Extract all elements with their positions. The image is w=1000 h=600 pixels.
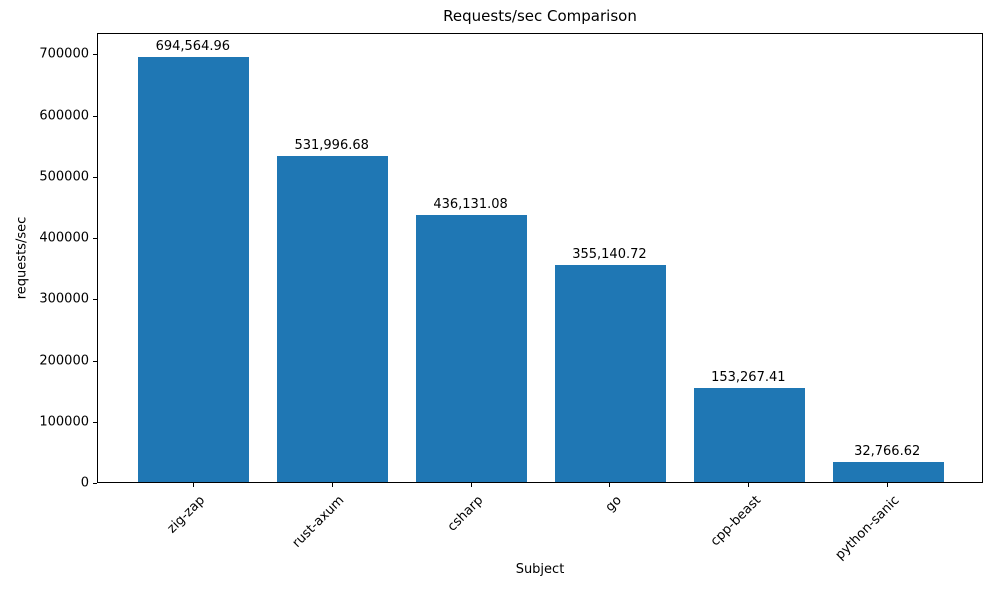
bar-csharp	[416, 214, 528, 482]
x-tick-mark	[192, 483, 194, 487]
y-tick-mark	[93, 360, 97, 362]
y-tick-label: 400000	[39, 230, 89, 246]
y-tick-mark	[93, 238, 97, 240]
bar-value-label: 694,564.96	[155, 38, 231, 54]
y-tick-label: 0	[80, 475, 89, 491]
bar-value-label: 355,140.72	[572, 246, 647, 262]
bar-value-label: 436,131.08	[433, 196, 508, 212]
bar-cpp-beast	[693, 388, 805, 482]
bar-rust-axum	[277, 156, 389, 482]
x-tick-mark	[748, 483, 750, 487]
y-tick-label: 300000	[39, 291, 89, 307]
y-axis-label: requests/sec	[14, 216, 30, 300]
y-tick-label: 500000	[39, 169, 89, 185]
x-tick-label-go: go	[602, 493, 626, 516]
bar-value-label: 531,996.68	[294, 138, 369, 154]
y-tick-mark	[93, 176, 97, 178]
x-tick-label-cpp-beast: cpp-beast	[707, 493, 764, 550]
bar-zig-zap	[138, 56, 250, 482]
x-tick-label-csharp: csharp	[444, 493, 487, 535]
y-tick-mark	[93, 54, 97, 56]
plot-area	[97, 33, 983, 483]
x-tick-mark	[331, 483, 333, 487]
y-tick-mark	[93, 483, 97, 484]
y-tick-mark	[93, 299, 97, 301]
y-tick-label: 700000	[39, 46, 89, 62]
x-tick-mark	[470, 483, 472, 487]
y-tick-label: 100000	[39, 414, 89, 430]
x-axis-label: Subject	[515, 562, 565, 577]
x-tick-label-zig-zap: zig-zap	[165, 493, 209, 537]
y-tick-label: 200000	[39, 353, 89, 369]
bar-value-label: 32,766.62	[854, 443, 921, 459]
x-tick-label-python-sanic: python-sanic	[832, 493, 903, 563]
y-tick-mark	[93, 115, 97, 117]
bar-go	[554, 264, 666, 482]
x-tick-mark	[609, 483, 611, 487]
y-tick-label: 600000	[39, 108, 89, 124]
y-tick-mark	[93, 421, 97, 423]
bar-python-sanic	[832, 461, 944, 482]
x-tick-label-rust-axum: rust-axum	[289, 493, 348, 551]
bar-value-label: 153,267.41	[711, 370, 786, 386]
x-tick-mark	[887, 483, 889, 487]
chart-title: Requests/sec Comparison	[443, 7, 637, 25]
